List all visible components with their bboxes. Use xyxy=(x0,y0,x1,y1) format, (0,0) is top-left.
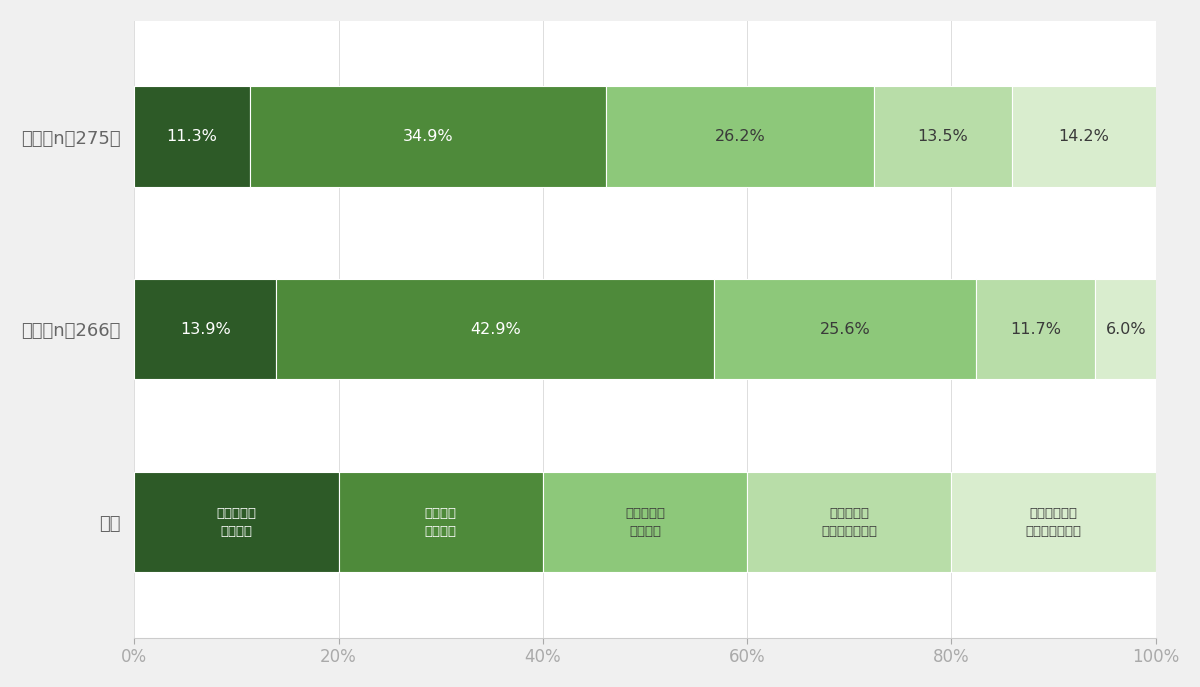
Text: 14.2%: 14.2% xyxy=(1058,129,1110,144)
Text: あまり充実
していなかった: あまり充実 していなかった xyxy=(821,506,877,538)
Bar xyxy=(134,279,276,379)
Text: 6.0%: 6.0% xyxy=(1105,322,1146,337)
Text: どちらとも
いえない: どちらとも いえない xyxy=(625,506,665,538)
Text: 25.6%: 25.6% xyxy=(820,322,870,337)
Bar xyxy=(542,472,748,572)
Text: やや充実
していた: やや充実 していた xyxy=(425,506,457,538)
Bar xyxy=(134,87,250,187)
Text: 11.7%: 11.7% xyxy=(1010,322,1061,337)
Text: 42.9%: 42.9% xyxy=(470,322,521,337)
Bar xyxy=(134,472,338,572)
Text: 26.2%: 26.2% xyxy=(714,129,766,144)
Bar xyxy=(1096,279,1157,379)
Bar xyxy=(976,279,1096,379)
Bar xyxy=(1012,87,1157,187)
Text: 34.9%: 34.9% xyxy=(403,129,454,144)
Bar xyxy=(748,472,952,572)
Bar xyxy=(874,87,1012,187)
Text: まったく充実
していなかった: まったく充実 していなかった xyxy=(1026,506,1081,538)
Text: 11.3%: 11.3% xyxy=(167,129,217,144)
Bar xyxy=(338,472,542,572)
Text: とても充実
していた: とても充実 していた xyxy=(216,506,257,538)
Text: 13.5%: 13.5% xyxy=(917,129,968,144)
Bar xyxy=(952,472,1156,572)
Bar xyxy=(714,279,976,379)
Bar xyxy=(276,279,714,379)
Text: 13.9%: 13.9% xyxy=(180,322,230,337)
Bar xyxy=(250,87,606,187)
Bar xyxy=(606,87,874,187)
